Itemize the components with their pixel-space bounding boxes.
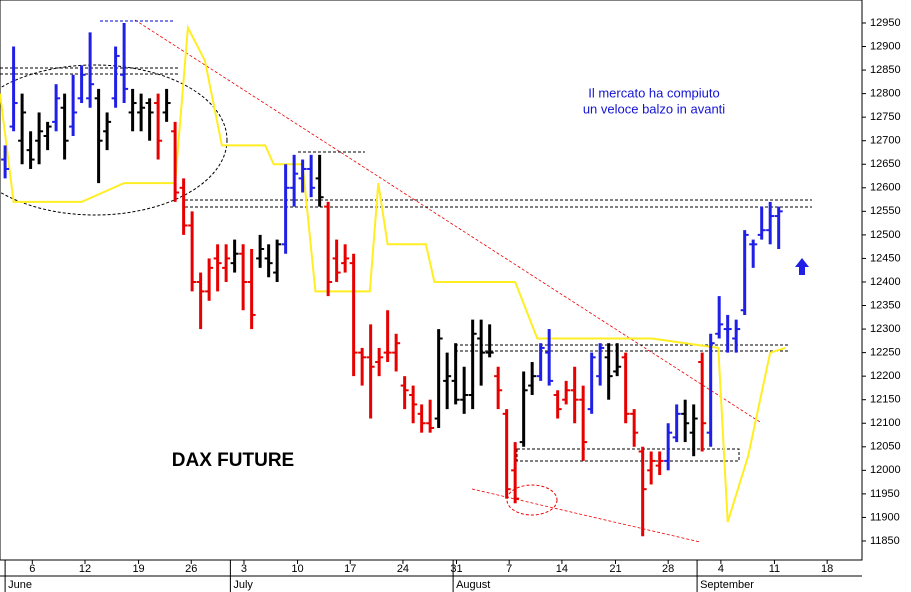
y-tick-label: 12700 xyxy=(870,135,901,147)
x-tick-label: 28 xyxy=(662,563,674,575)
month-label: August xyxy=(456,579,490,591)
x-tick-label: 31 xyxy=(450,563,462,575)
month-label: July xyxy=(233,579,253,591)
y-tick-label: 12750 xyxy=(870,111,901,123)
x-tick-label: 24 xyxy=(397,563,409,575)
y-tick-label: 12350 xyxy=(870,299,901,311)
x-tick-label: 12 xyxy=(79,563,91,575)
x-tick-label: 7 xyxy=(506,563,512,575)
y-tick-label: 12400 xyxy=(870,276,901,288)
x-tick-label: 18 xyxy=(821,563,833,575)
annotation: un veloce balzo in avanti xyxy=(583,101,725,116)
x-tick-label: 3 xyxy=(241,563,247,575)
chart-title: DAX FUTURE xyxy=(172,450,294,471)
y-tick-label: 12000 xyxy=(870,464,901,476)
y-tick-label: 12900 xyxy=(870,40,901,52)
plot-frame xyxy=(0,0,863,561)
trend-line xyxy=(134,19,761,423)
x-tick-label: 14 xyxy=(556,563,568,575)
y-tick-label: 11900 xyxy=(870,511,900,523)
box xyxy=(516,448,740,462)
y-tick-label: 12950 xyxy=(870,17,901,29)
x-tick-label: 17 xyxy=(344,563,356,575)
y-tick-label: 12550 xyxy=(870,205,901,217)
y-tick-label: 12850 xyxy=(870,64,901,76)
annotation: Il mercato ha compiuto xyxy=(588,85,720,100)
y-tick-label: 11850 xyxy=(870,535,900,547)
y-tick-label: 12300 xyxy=(870,323,901,335)
month-label: June xyxy=(8,579,32,591)
ellipse xyxy=(0,64,228,216)
up-arrow xyxy=(795,258,809,275)
y-tick-label: 12650 xyxy=(870,158,901,170)
x-tick-label: 11 xyxy=(769,563,780,575)
circle xyxy=(506,484,558,516)
trend-line xyxy=(471,488,701,543)
y-tick-label: 12600 xyxy=(870,182,901,194)
y-tick-label: 12250 xyxy=(870,347,901,359)
y-tick-label: 12150 xyxy=(870,394,901,406)
x-tick-label: 6 xyxy=(29,563,35,575)
month-label: September xyxy=(700,579,754,591)
y-tick-label: 12450 xyxy=(870,252,901,264)
x-tick-label: 10 xyxy=(291,563,303,575)
y-tick-label: 12050 xyxy=(870,441,901,453)
x-tick-label: 21 xyxy=(609,563,621,575)
y-tick-label: 12500 xyxy=(870,229,901,241)
y-tick-label: 12800 xyxy=(870,88,901,100)
x-tick-label: 19 xyxy=(132,563,144,575)
x-tick-label: 26 xyxy=(185,563,197,575)
x-tick-label: 4 xyxy=(718,563,724,575)
y-tick-label: 12200 xyxy=(870,370,901,382)
y-tick-label: 12100 xyxy=(870,417,901,429)
y-tick-label: 11950 xyxy=(870,488,900,500)
